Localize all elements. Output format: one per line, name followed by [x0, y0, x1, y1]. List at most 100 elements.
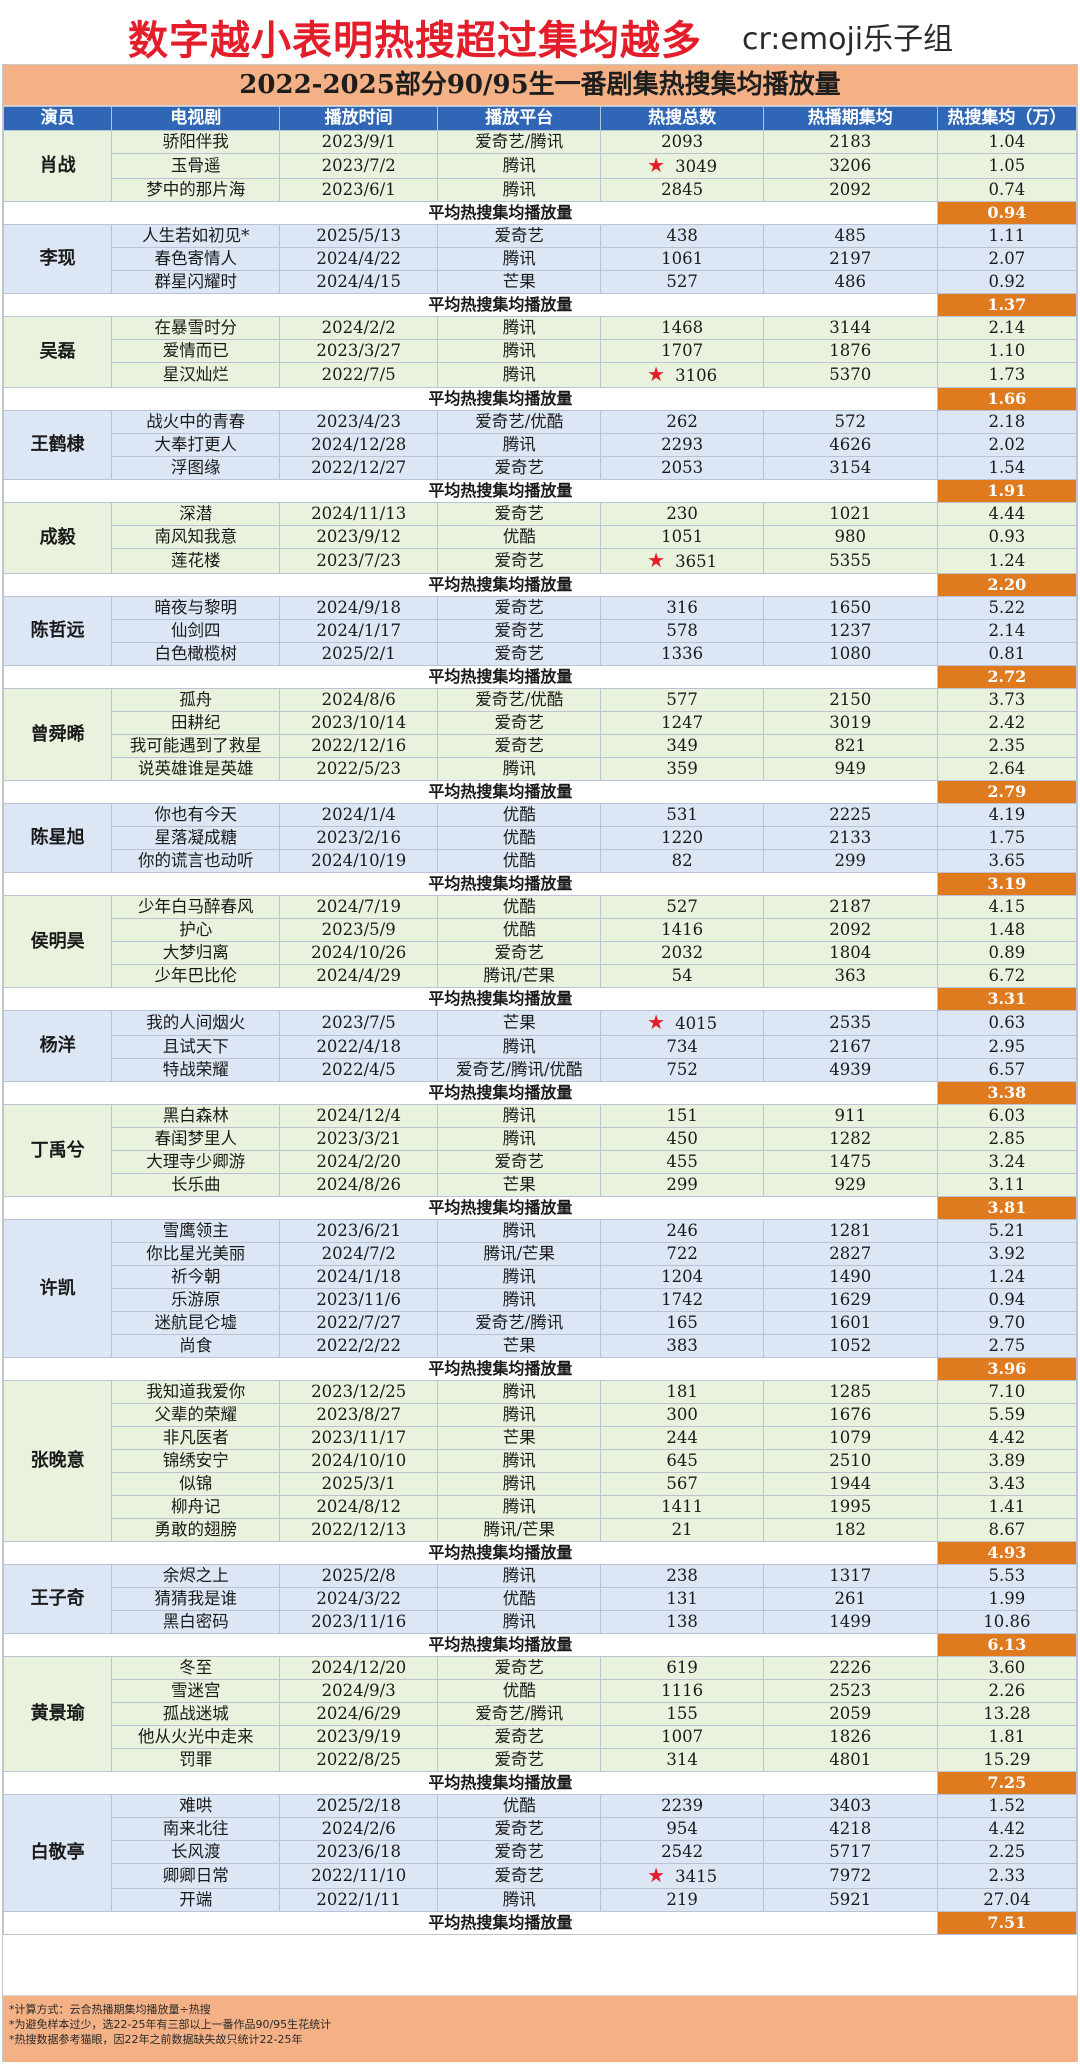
average-row: 平均热搜集均播放量 1.66 [3, 387, 1078, 411]
average-row: 平均热搜集均播放量 2.72 [3, 665, 1078, 689]
avg-views: 5921 [762, 1888, 938, 1912]
avg-views: 7972 [762, 1863, 938, 1889]
platform: 腾讯 [437, 1288, 602, 1312]
avg-views: 3403 [762, 1794, 938, 1818]
platform: 爱奇艺 [437, 596, 602, 620]
average-value: 3.96 [936, 1357, 1078, 1381]
hot-search-avg: 0.94 [936, 1288, 1078, 1312]
table-row: 爱情而已 2023/3/27 腾讯 1707 1876 1.10 [4, 339, 1078, 363]
hot-search-avg: 0.63 [936, 1010, 1078, 1036]
hot-search-avg: 3.65 [936, 849, 1078, 873]
hot-search-avg: 1.24 [936, 548, 1078, 574]
platform: 腾讯 [437, 247, 602, 271]
drama-title: 迷航昆仑墟 [111, 1311, 281, 1335]
hot-search-total: 450 [600, 1127, 764, 1151]
air-date: 2022/12/16 [279, 734, 439, 758]
drama-title: 梦中的那片海 [111, 178, 281, 202]
table-row: 猜猜我是谁 2024/3/22 优酷 131 261 1.99 [4, 1587, 1078, 1611]
platform: 优酷 [437, 525, 602, 549]
drama-title: 春色寄情人 [111, 247, 281, 271]
avg-views: 4626 [762, 433, 938, 457]
platform: 腾讯 [437, 339, 602, 363]
hot-search-total: 1007 [600, 1725, 764, 1749]
hot-search-avg: 4.19 [936, 803, 1078, 827]
hot-search-total: 1416 [600, 918, 764, 942]
air-date: 2023/6/21 [279, 1219, 439, 1243]
average-value: 2.72 [936, 665, 1078, 689]
average-row: 平均热搜集均播放量 3.31 [3, 987, 1078, 1011]
avg-views: 4939 [762, 1058, 938, 1082]
avg-views: 3154 [762, 456, 938, 480]
drama-title: 他从火光中走来 [111, 1725, 281, 1749]
avg-views: 3206 [762, 153, 938, 179]
air-date: 2025/5/13 [279, 224, 439, 248]
table-row: 仙剑四 2024/1/17 爱奇艺 578 1237 2.14 [4, 619, 1078, 643]
table-row: 勇敢的翅膀 2022/12/13 腾讯/芒果 21 182 8.67 [4, 1518, 1078, 1542]
avg-views: 949 [762, 757, 938, 781]
platform: 腾讯 [437, 1035, 602, 1059]
hot-search-total: 734 [600, 1035, 764, 1059]
drama-title: 田耕纪 [111, 711, 281, 735]
table-row: 陈星旭 你也有今天 2024/1/4 优酷 531 2225 4.19 [2, 803, 1078, 873]
spreadsheet: 2022-2025部分90/95生一番剧集热搜集均播放量 演员 电视剧 播放时间 播放… [2, 64, 1078, 2062]
table-row: 罚罪 2022/8/25 爱奇艺 314 4801 15.29 [4, 1748, 1078, 1772]
hot-search-total: 244 [600, 1426, 764, 1450]
avg-views: 1499 [762, 1610, 938, 1634]
drama-title: 少年白马醉春风 [111, 895, 281, 919]
average-row: 平均热搜集均播放量 1.37 [3, 293, 1078, 317]
hot-search-avg: 1.81 [936, 1725, 1078, 1749]
hot-search-total: 1220 [600, 826, 764, 850]
platform: 腾讯 [437, 1888, 602, 1912]
average-row: 平均热搜集均播放量 2.20 [3, 573, 1078, 597]
hot-search-total: 578 [600, 619, 764, 643]
hot-search-total: 82 [600, 849, 764, 873]
drama-title: 锦绣安宁 [111, 1449, 281, 1473]
table-row: 浮图缘 2022/12/27 爱奇艺 2053 3154 1.54 [4, 456, 1078, 480]
platform: 腾讯 [437, 1127, 602, 1151]
platform: 芒果 [437, 1426, 602, 1450]
air-date: 2024/4/29 [279, 964, 439, 988]
actor-name: 丁禹兮 [2, 1104, 113, 1197]
hot-search-total: 299 [600, 1173, 764, 1197]
air-date: 2022/7/5 [279, 362, 439, 388]
table-row: 黑白密码 2023/11/16 腾讯 138 1499 10.86 [4, 1610, 1078, 1634]
avg-views: 2183 [762, 130, 938, 154]
hot-search-total: 314 [600, 1748, 764, 1772]
drama-title: 玉骨遥 [111, 153, 281, 179]
platform: 腾讯 [437, 1564, 602, 1588]
avg-views: 2150 [762, 688, 938, 712]
air-date: 2024/7/2 [279, 1242, 439, 1266]
hot-search-avg: 5.21 [936, 1219, 1078, 1243]
actor-name: 王子奇 [2, 1564, 113, 1634]
avg-views: 2827 [762, 1242, 938, 1266]
hot-search-total: 1468 [600, 316, 764, 340]
avg-views: 2187 [762, 895, 938, 919]
column-header: 播放平台 [437, 106, 602, 131]
hot-search-total: 1411 [600, 1495, 764, 1519]
average-label: 平均热搜集均播放量 [3, 1771, 938, 1795]
drama-title: 祈今朝 [111, 1265, 281, 1289]
footnote-line: *为避免样本过少，选22-25年有三部以上一番作品90/95生花统计 [9, 2018, 332, 2031]
hot-search-avg: 2.95 [936, 1035, 1078, 1059]
avg-views: 3144 [762, 316, 938, 340]
platform: 优酷 [437, 895, 602, 919]
avg-views: 1876 [762, 339, 938, 363]
hot-search-total: 2845 [600, 178, 764, 202]
average-value: 1.66 [936, 387, 1078, 411]
air-date: 2023/9/19 [279, 1725, 439, 1749]
avg-views: 1281 [762, 1219, 938, 1243]
platform: 腾讯 [437, 1403, 602, 1427]
hot-search-total: 2032 [600, 941, 764, 965]
table-row: 说英雄谁是英雄 2022/5/23 腾讯 359 949 2.64 [4, 757, 1078, 781]
hot-search-avg: 9.70 [936, 1311, 1078, 1335]
air-date: 2024/1/18 [279, 1265, 439, 1289]
air-date: 2023/11/16 [279, 1610, 439, 1634]
drama-title: 大奉打更人 [111, 433, 281, 457]
platform: 腾讯/芒果 [437, 964, 602, 988]
drama-title: 特战荣耀 [111, 1058, 281, 1082]
actor-name: 陈哲远 [2, 596, 113, 666]
drama-title: 余烬之上 [111, 1564, 281, 1588]
drama-title: 南来北往 [111, 1817, 281, 1841]
hot-search-avg: 3.43 [936, 1472, 1078, 1496]
table-row: 卿卿日常 2022/11/10 爱奇艺 ★ 3415 7972 2.33 [4, 1863, 1078, 1889]
